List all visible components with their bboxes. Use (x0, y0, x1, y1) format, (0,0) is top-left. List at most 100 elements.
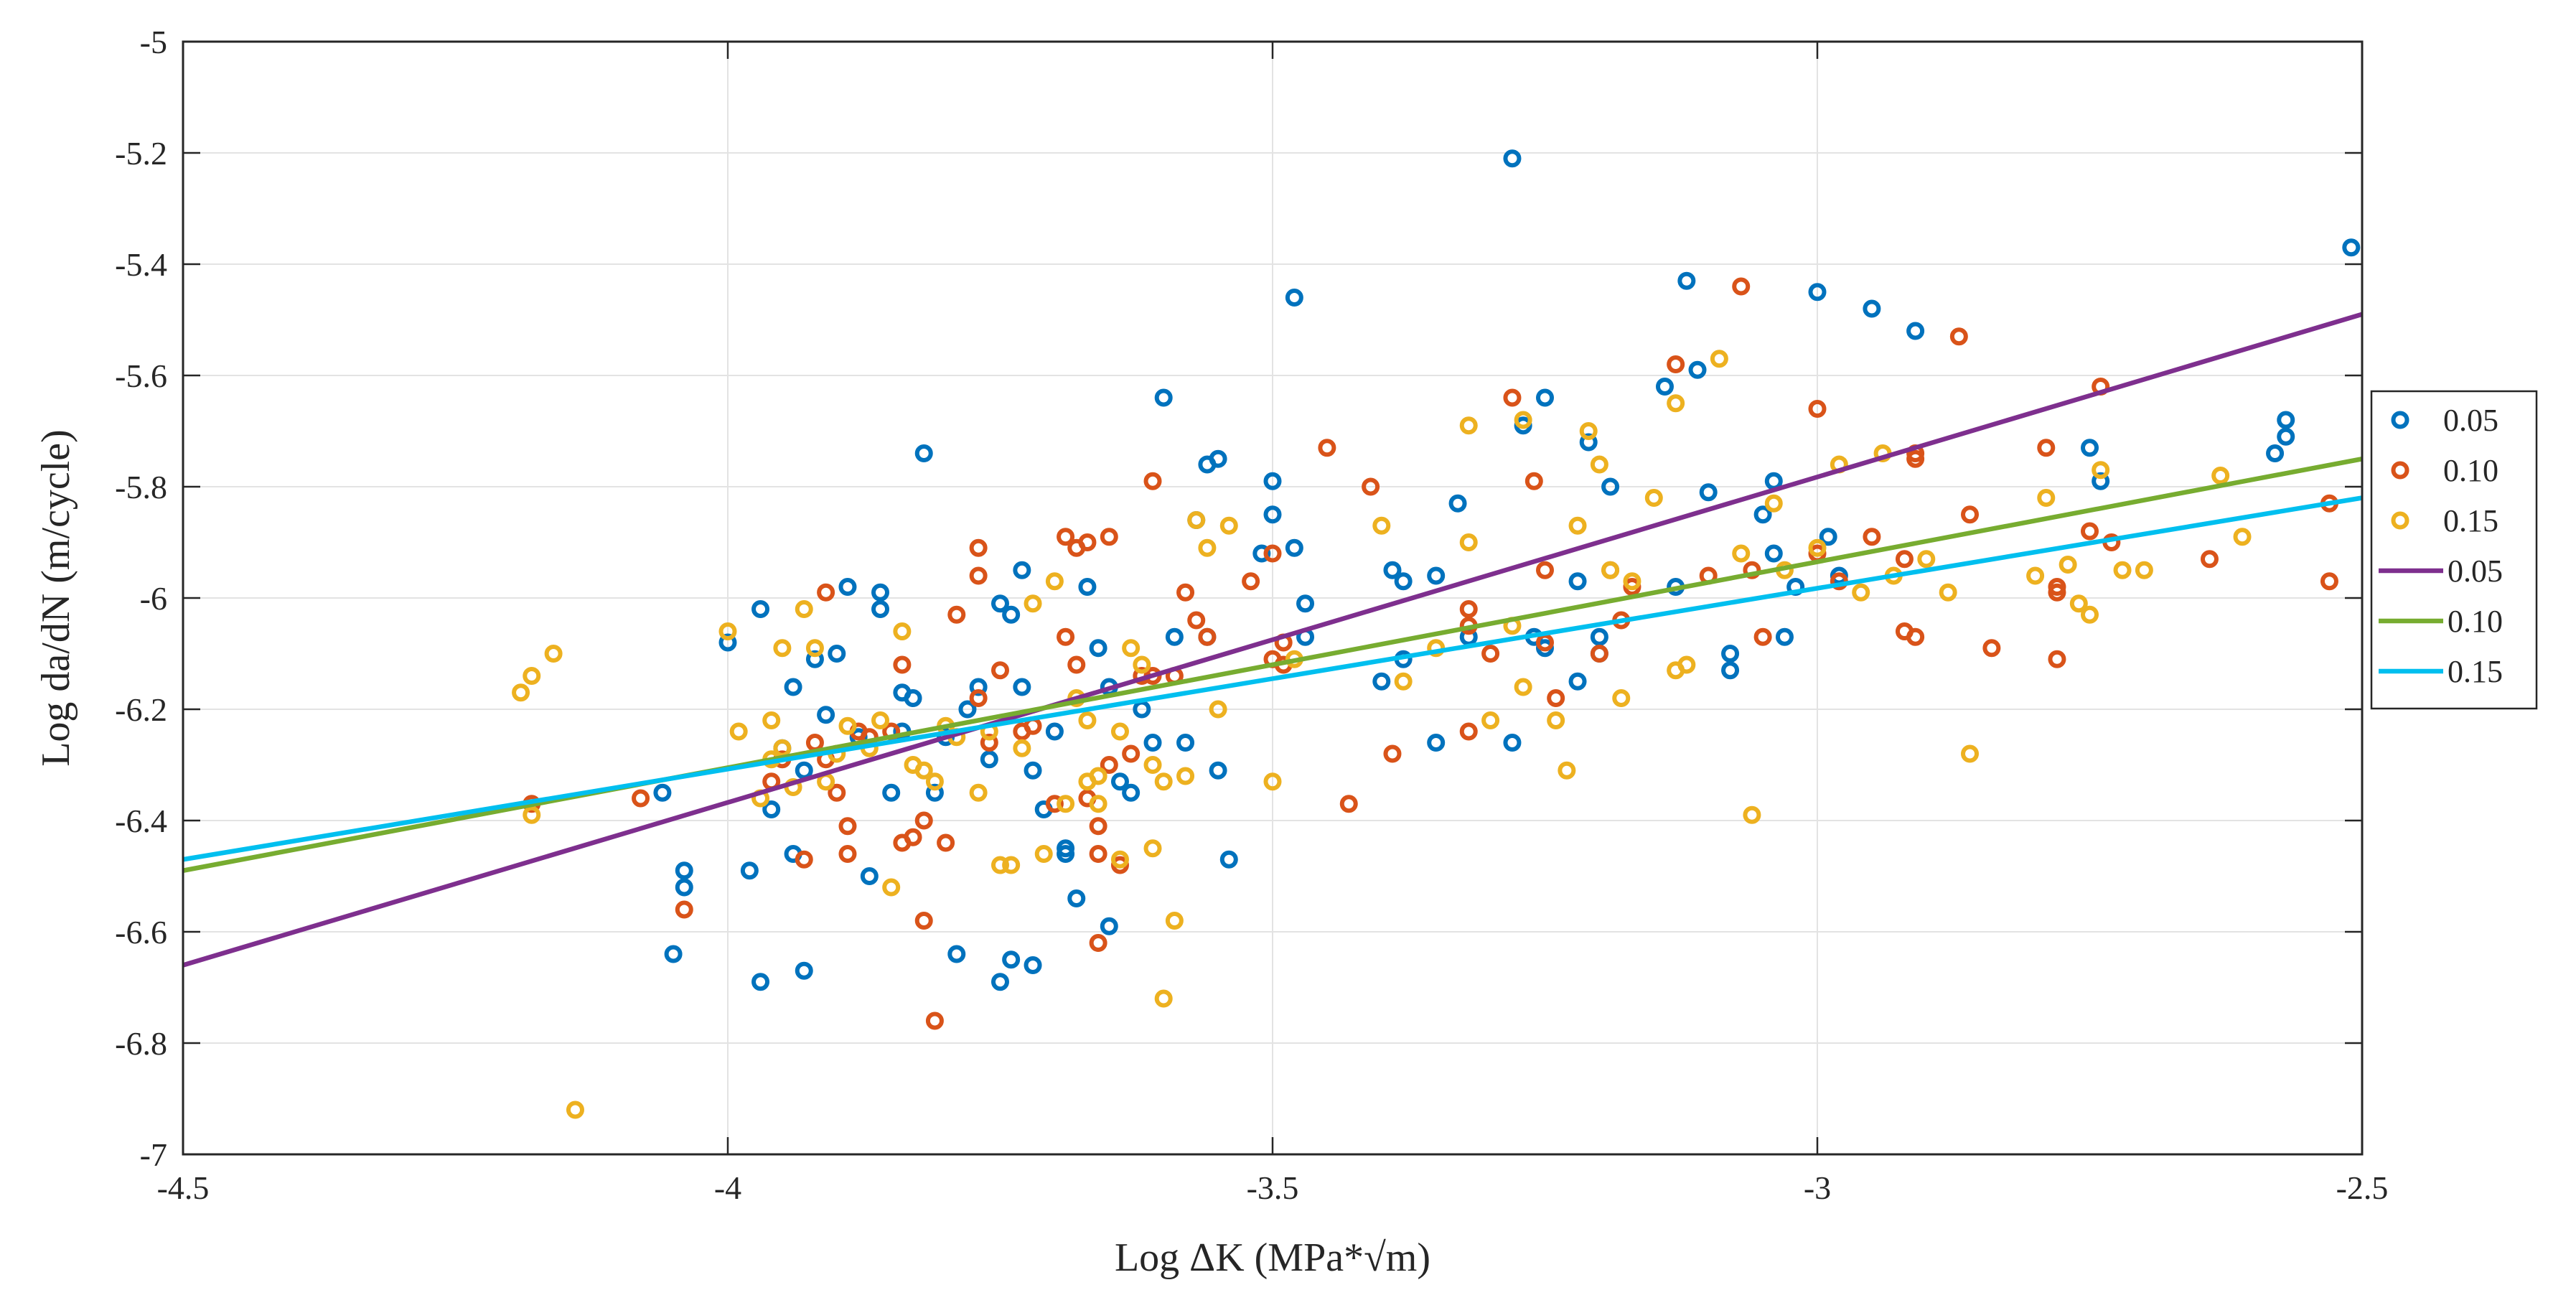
scatter-point (925, 772, 944, 791)
scatter-point (1427, 734, 1446, 752)
scatter-point (1372, 672, 1391, 691)
scatter-point (2277, 427, 2295, 446)
scatter-point (904, 689, 922, 707)
scatter-point (1057, 845, 1075, 863)
scatter-point (1547, 711, 1565, 729)
scatter-point (1459, 416, 1478, 435)
y-tick-label: -6.6 (115, 914, 167, 950)
scatter-point (2069, 594, 2088, 613)
scatter-point (1590, 455, 1608, 474)
scatter-point (914, 912, 933, 930)
scatter-point (2048, 650, 2066, 668)
scatter-point (2233, 528, 2252, 546)
scatter-point (1503, 149, 1522, 168)
scatter-point (838, 845, 857, 863)
x-tick-label: -3.5 (1247, 1169, 1299, 1206)
scatter-point (1209, 449, 1227, 468)
scatter-point (1612, 689, 1631, 707)
scatter-point (882, 783, 901, 802)
scatter-point (1263, 544, 1282, 563)
y-tick-label: -6.2 (115, 691, 167, 728)
scatter-point (1057, 795, 1075, 813)
scatter-point (1252, 544, 1271, 563)
scatter-point (805, 650, 824, 668)
scatter-point (1906, 322, 1925, 340)
scatter-point (632, 789, 650, 808)
scatter-point (1143, 734, 1162, 752)
scatter-point (1743, 805, 1761, 824)
scatter-point (1481, 711, 1500, 729)
y-tick-label: -5.6 (115, 358, 167, 394)
scatter-point (1710, 350, 1728, 368)
scatter-point (1732, 277, 1751, 296)
scatter-point (1078, 711, 1097, 729)
scatter-point (544, 645, 563, 663)
scatter-point (1057, 528, 1075, 546)
scatter-point (838, 817, 857, 836)
scatter-series-0-10 (523, 277, 2338, 1030)
scatter-point (1339, 795, 1358, 813)
scatter-point (1263, 505, 1282, 524)
scatter-point (991, 594, 1009, 613)
scatter-point (1034, 845, 1053, 863)
scatter-point (925, 783, 944, 802)
scatter-point (2037, 489, 2056, 507)
scatter-point (1383, 561, 1402, 579)
scatter-point (1524, 472, 1543, 490)
scatter-point (860, 867, 879, 885)
scatter-point (2081, 522, 2099, 541)
scatter-point (969, 566, 988, 585)
scatter-point (828, 645, 846, 663)
scatter-point (1002, 856, 1021, 874)
scatter-point (1024, 956, 1042, 974)
scatter-point (1427, 566, 1446, 585)
scatter-point (1089, 795, 1107, 813)
fit-line-0-05 (182, 312, 2363, 968)
scatter-point (2135, 561, 2153, 579)
scatter-point (1165, 627, 1184, 646)
scatter-point (991, 973, 1009, 991)
scatter-point (893, 622, 912, 640)
scatter-point (871, 711, 890, 729)
scatter-point (2026, 566, 2045, 585)
scatter-point (1547, 689, 1565, 707)
scatter-point (1002, 605, 1021, 624)
scatter-point (991, 856, 1009, 874)
scatter-point (1013, 678, 1031, 696)
scatter-point (882, 878, 901, 897)
scatter-point (1067, 889, 1086, 907)
scatter-point (795, 850, 813, 869)
scatter-point (1667, 355, 1685, 373)
scatter-point (1558, 761, 1576, 780)
scatter-point (969, 689, 988, 707)
scatter-point (1579, 433, 1598, 452)
legend-marker-0-10 (2391, 461, 2409, 480)
legend: 0.05 0.10 0.15 0.05 0.10 0.15 (2370, 390, 2538, 710)
y-tick-label: -5.8 (115, 469, 167, 505)
scatter-point (1057, 627, 1075, 646)
scatter-point (1067, 655, 1086, 674)
y-tick-label: -6.4 (115, 803, 167, 839)
legend-label: 0.10 (2448, 604, 2503, 639)
scatter-point (871, 600, 890, 618)
scatter-point (1296, 594, 1315, 613)
x-tick-label: -4.5 (157, 1169, 210, 1206)
fit-line-0-10 (182, 457, 2363, 873)
scatter-point (817, 706, 835, 724)
scatter-point (1198, 627, 1217, 646)
scatter-point (1568, 572, 1587, 591)
scatter-point (1808, 400, 1827, 418)
scatter-point (2200, 550, 2219, 569)
scatter-point (1089, 934, 1107, 952)
legend-label: 0.05 (2448, 553, 2503, 589)
scatter-point (1242, 572, 1260, 591)
scatter-point (1819, 528, 1837, 546)
scatter-point (1601, 561, 1620, 579)
scatter-point (2320, 572, 2338, 591)
scatter-point (1863, 299, 1881, 318)
scatter-point (1143, 756, 1162, 774)
scatter-point (1176, 767, 1195, 785)
scatter-point (1024, 594, 1042, 613)
grid (183, 42, 2362, 1154)
scatter-point (1590, 645, 1608, 663)
